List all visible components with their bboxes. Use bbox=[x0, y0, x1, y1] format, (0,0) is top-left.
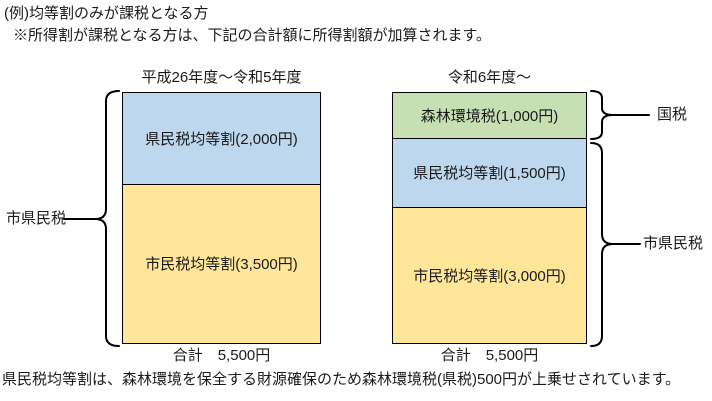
right-brace-label: 市県民税 bbox=[643, 235, 704, 252]
national-tax-brace bbox=[590, 90, 614, 140]
left-chart-title: 平成26年度～令和5年度 bbox=[141, 69, 302, 86]
left-segment-municipal: 市民税均等割(3,500円) bbox=[123, 183, 320, 343]
right-segment-municipal: 市民税均等割(3,000円) bbox=[393, 206, 586, 343]
example-note: (例)均等割のみが課税となる方 bbox=[4, 5, 209, 22]
left-total-label: 合計 5,500円 bbox=[172, 347, 271, 364]
right-segment-forest: 森林環境税(1,000円) bbox=[393, 93, 586, 139]
right-segment-prefectural: 県民税均等割(1,500円) bbox=[393, 138, 586, 207]
left-brace-label: 市県民税 bbox=[6, 210, 67, 227]
right-total-label: 合計 5,500円 bbox=[440, 347, 539, 364]
left-stacked-bar: 県民税均等割(2,000円) 市民税均等割(3,500円) bbox=[122, 92, 321, 344]
left-brace bbox=[94, 90, 120, 347]
income-tax-note: ※所得割が課税となる方は、下記の合計額に所得割額が加算されます。 bbox=[13, 27, 492, 44]
left-segment-prefectural: 県民税均等割(2,000円) bbox=[123, 93, 320, 184]
national-tax-label: 国税 bbox=[657, 106, 688, 123]
right-stacked-bar: 森林環境税(1,000円) 県民税均等割(1,500円) 市民税均等割(3,00… bbox=[392, 92, 587, 344]
municipal-prefectural-brace bbox=[590, 142, 614, 347]
right-chart-title: 令和6年度～ bbox=[447, 69, 532, 86]
footer-note: 県民税均等割は、森林環境を保全する財源確保のため森林環境税(県税)500円が上乗… bbox=[2, 371, 681, 388]
